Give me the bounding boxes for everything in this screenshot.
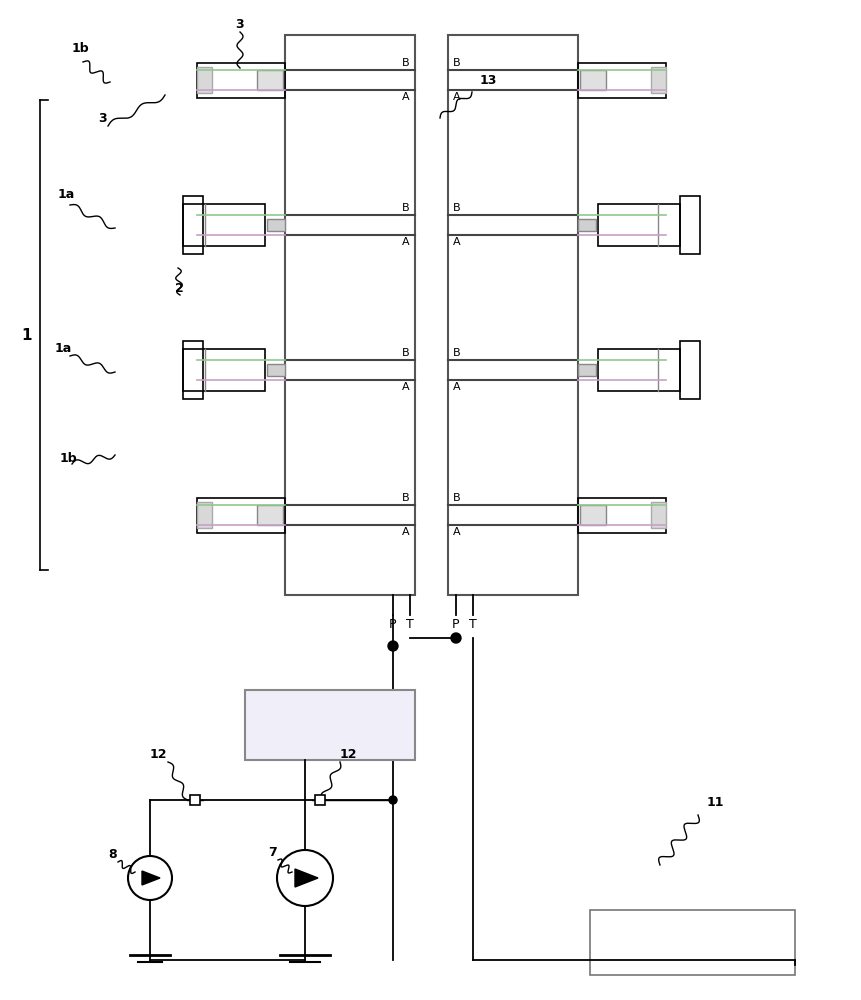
Bar bbox=[183, 196, 202, 254]
Text: A: A bbox=[453, 382, 461, 392]
Text: B: B bbox=[453, 58, 461, 68]
Text: 1: 1 bbox=[22, 328, 32, 342]
Bar bbox=[578, 219, 595, 231]
Text: A: A bbox=[453, 527, 461, 537]
Text: 13: 13 bbox=[479, 74, 496, 87]
Text: B: B bbox=[453, 493, 461, 503]
Bar bbox=[578, 63, 666, 98]
Text: A: A bbox=[402, 527, 409, 537]
Text: T: T bbox=[468, 618, 476, 632]
Text: B: B bbox=[402, 203, 409, 213]
Circle shape bbox=[388, 796, 397, 804]
Bar bbox=[578, 364, 595, 376]
Bar bbox=[579, 505, 605, 525]
Bar bbox=[578, 498, 666, 533]
Bar bbox=[267, 364, 285, 376]
Text: 1b: 1b bbox=[72, 41, 90, 54]
Bar bbox=[197, 502, 212, 528]
Bar bbox=[183, 349, 264, 391]
Bar bbox=[257, 505, 282, 525]
Text: A: A bbox=[453, 237, 461, 247]
Text: A: A bbox=[402, 92, 409, 102]
Text: 1a: 1a bbox=[58, 188, 75, 202]
Bar bbox=[589, 910, 794, 975]
Text: 3: 3 bbox=[235, 18, 244, 31]
Bar bbox=[679, 196, 699, 254]
Text: 12: 12 bbox=[339, 748, 356, 762]
Bar bbox=[197, 63, 285, 98]
Text: B: B bbox=[453, 203, 461, 213]
Bar bbox=[197, 498, 285, 533]
Bar bbox=[183, 204, 264, 246]
Text: A: A bbox=[402, 382, 409, 392]
Bar bbox=[245, 690, 414, 760]
Text: 8: 8 bbox=[108, 848, 116, 861]
Text: 1a: 1a bbox=[55, 342, 72, 355]
Text: 11: 11 bbox=[705, 796, 723, 810]
Text: B: B bbox=[402, 348, 409, 358]
Circle shape bbox=[450, 633, 461, 643]
Text: B: B bbox=[402, 58, 409, 68]
Bar bbox=[650, 67, 666, 93]
Text: 1b: 1b bbox=[60, 452, 77, 464]
Text: B: B bbox=[402, 493, 409, 503]
Circle shape bbox=[387, 641, 398, 651]
Bar bbox=[448, 35, 578, 595]
Text: 7: 7 bbox=[268, 846, 276, 859]
Text: P: P bbox=[452, 618, 459, 632]
Text: P: P bbox=[389, 618, 396, 632]
Bar bbox=[257, 70, 282, 90]
Text: 2: 2 bbox=[175, 282, 183, 294]
Polygon shape bbox=[142, 871, 160, 885]
Bar bbox=[267, 219, 285, 231]
Bar bbox=[679, 341, 699, 399]
Text: 12: 12 bbox=[149, 748, 166, 762]
Bar bbox=[579, 70, 605, 90]
Text: B: B bbox=[453, 348, 461, 358]
Polygon shape bbox=[294, 869, 318, 887]
Bar bbox=[650, 502, 666, 528]
Text: A: A bbox=[402, 237, 409, 247]
Bar bbox=[183, 341, 202, 399]
Text: A: A bbox=[453, 92, 461, 102]
Text: 3: 3 bbox=[98, 111, 107, 124]
Text: T: T bbox=[406, 618, 413, 632]
Bar bbox=[598, 204, 679, 246]
Bar bbox=[598, 349, 679, 391]
Bar bbox=[285, 35, 414, 595]
Bar bbox=[197, 67, 212, 93]
